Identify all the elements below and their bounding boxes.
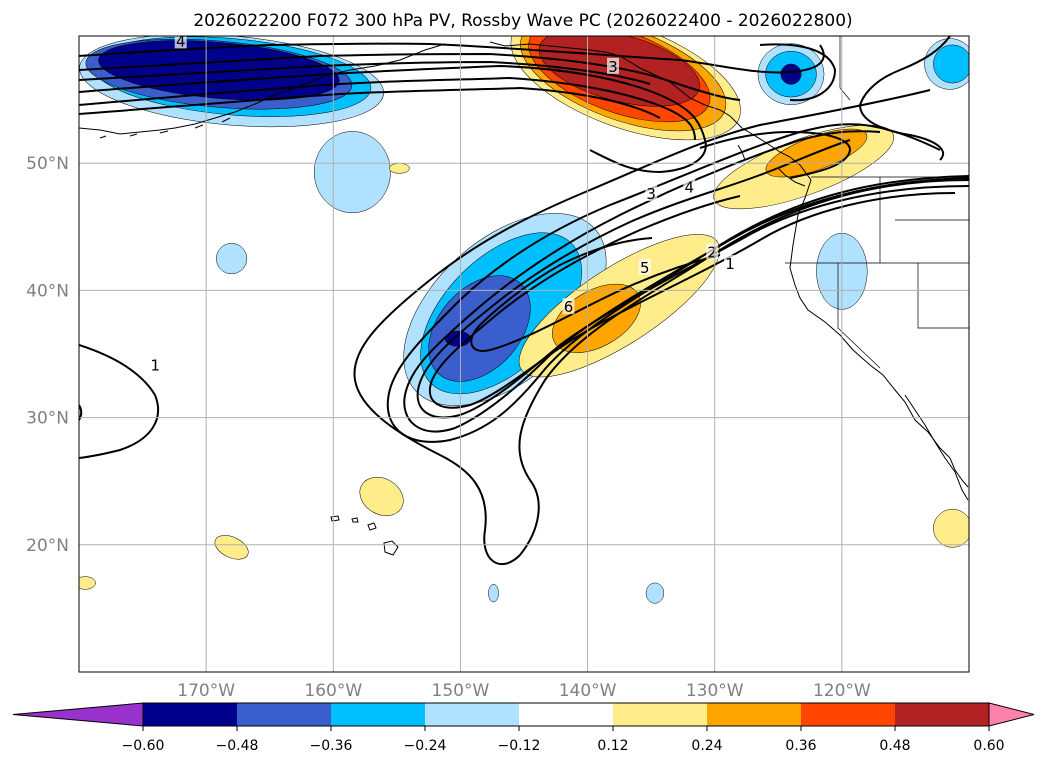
lon-tick-label: 160°W: [304, 681, 362, 701]
lon-tick-label: 130°W: [686, 681, 744, 701]
pc-shaded-region: [488, 583, 499, 603]
colorbar-tick-label: −0.48: [216, 738, 259, 754]
lon-tick-label: 120°W: [813, 681, 871, 701]
pc-shaded-region: [214, 535, 249, 560]
contour-label: 1: [151, 357, 161, 375]
longitude-labels: 170°W 160°W 150°W 140°W 130°W 120°W: [177, 681, 871, 701]
aleutian-islands: [99, 117, 231, 139]
pv-contour-small-west: [79, 404, 83, 421]
pv-contour-1-west: [79, 344, 160, 459]
contour-label: 3: [646, 185, 656, 203]
coast-north-america: [489, 41, 969, 488]
pc-shaded-region: [313, 131, 391, 214]
vancouver-island: [777, 167, 806, 187]
contour-label: 4: [685, 179, 695, 197]
pc-shaded-region: [216, 243, 248, 275]
colorbar-over-arrow: [988, 702, 1035, 727]
colorbar-tick-label: −0.12: [498, 738, 541, 754]
figure-title: 2026022200 F072 300 hPa PV, Rossby Wave …: [193, 11, 852, 31]
lat-tick-label: 40°N: [26, 281, 69, 301]
contour-label: 2: [707, 244, 717, 262]
colorbar-tick-label: 0.48: [879, 738, 910, 754]
contour-label-bg: [607, 57, 619, 74]
coast-alaska-south: [79, 43, 446, 135]
contour-label: 4: [176, 32, 186, 50]
pv-contour-ne-corner: [858, 36, 951, 161]
lon-tick-label: 150°W: [432, 681, 490, 701]
contour-label-bg: [174, 36, 187, 49]
colorbar-tick-label: 0.24: [691, 738, 722, 754]
colorbar-segment: [143, 703, 237, 726]
pc-shaded-region: [780, 63, 802, 85]
colorbar: −0.60 −0.48 −0.36 −0.24 −0.12 0.12 0.24 0.36 0.4…: [12, 702, 1035, 754]
colorbar-frame: [142, 702, 990, 727]
pv-contour-layer: [79, 36, 969, 566]
lat-tick-label: 50°N: [26, 154, 69, 174]
hawaii-kauai: [330, 515, 340, 522]
contour-label-bg: [723, 254, 736, 271]
pv-contour-5-trough: [428, 192, 956, 409]
pc-shaded-region: [645, 582, 665, 604]
hawaii-oahu: [351, 517, 359, 523]
colorbar-segment: [707, 703, 801, 726]
contour-label-bg: [645, 185, 658, 201]
pv-contour-alaska-2: [79, 76, 696, 141]
contour-label: 3: [608, 58, 618, 76]
colorbar-under-arrow: [12, 702, 144, 727]
colorbar-segment: [519, 703, 613, 726]
alaska-bc-border: [839, 36, 851, 101]
pv-contour-alaska-3: [79, 86, 661, 119]
pv-contour-6-trough: [470, 237, 653, 352]
colorbar-ticks: −0.60 −0.48 −0.36 −0.24 −0.12 0.12 0.24 0.36 0.4…: [122, 726, 1005, 754]
baja-california: [904, 394, 969, 501]
pv-contour-alaska-1: [79, 64, 707, 174]
hawaii-big-island: [383, 540, 399, 556]
colorbar-tick-label: 0.12: [597, 738, 628, 754]
colorbar-segment: [331, 703, 425, 726]
latitude-labels: 50°N 40°N 30°N 20°N: [26, 154, 69, 556]
lon-tick-label: 170°W: [177, 681, 235, 701]
pv-contour-bc-loop: [699, 130, 852, 179]
lon-tick-label: 140°W: [559, 681, 617, 701]
contour-label-bg: [149, 356, 162, 373]
colorbar-segment: [425, 703, 519, 726]
colorbar-segment: [237, 703, 331, 726]
colorbar-tick-label: −0.24: [404, 738, 447, 754]
pc-shaded-region: [359, 477, 404, 516]
colorbar-segment: [895, 703, 989, 726]
us-state-borders: [785, 177, 969, 369]
colorbar-segment: [801, 703, 895, 726]
contour-label: 6: [564, 298, 574, 316]
colorbar-tick-label: −0.60: [122, 738, 165, 754]
contour-label-bg: [683, 178, 696, 195]
map-frame: [78, 35, 970, 673]
pc-shaded-region: [933, 508, 969, 548]
pv-contour-4-trough: [416, 139, 969, 419]
colorbar-tick-label: 0.36: [785, 738, 816, 754]
colorbar-tick-label: −0.36: [310, 738, 353, 754]
contour-label: 1: [725, 255, 735, 273]
pv-contour-alaska-4: [79, 42, 825, 74]
contour-label: 5: [640, 259, 650, 277]
colorbar-fills: [12, 702, 1035, 727]
hawaii-maui: [367, 522, 377, 531]
lat-tick-label: 30°N: [26, 409, 69, 429]
pc-shaded-region: [79, 576, 96, 590]
colorbar-segment: [613, 703, 707, 726]
contour-label-bg: [562, 298, 575, 315]
coastline-layer: [79, 36, 969, 556]
lat-tick-label: 20°N: [26, 536, 69, 556]
colorbar-tick-label: 0.60: [973, 738, 1004, 754]
gridlines: [79, 36, 969, 672]
pv-contour-alaska-6: [79, 60, 651, 85]
pc-shaded-region: [388, 162, 410, 174]
pv-contour-nw-loop: [759, 43, 837, 102]
contour-label-bg: [638, 258, 651, 275]
pc-shaded-region: [933, 44, 969, 84]
pv-contour-alaska-5: [79, 52, 741, 101]
